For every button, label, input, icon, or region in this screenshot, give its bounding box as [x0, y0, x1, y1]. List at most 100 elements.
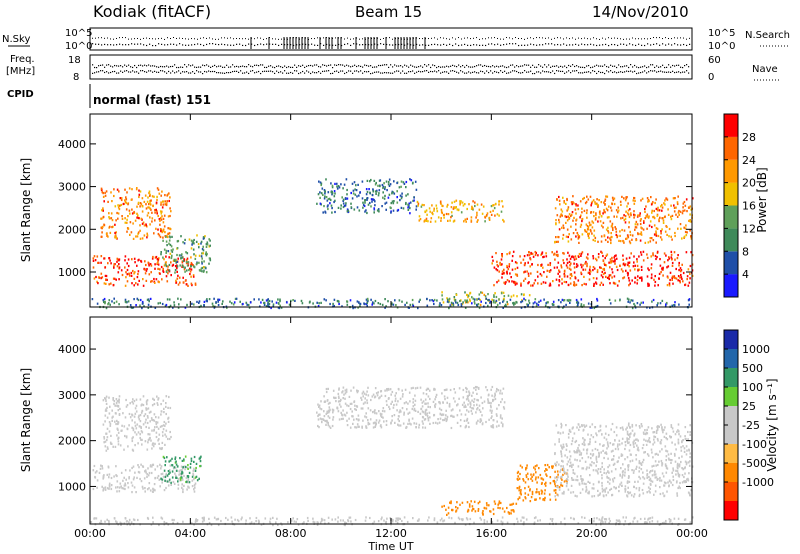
- range-cell: [193, 266, 196, 269]
- range-cell: [643, 220, 645, 223]
- range-cell: [627, 213, 630, 216]
- noise-search-point: [215, 38, 216, 40]
- noise-search-point: [470, 38, 471, 40]
- range-cell: [639, 214, 641, 217]
- range-cell: [104, 414, 107, 417]
- range-cell: [494, 502, 497, 505]
- range-cell: [145, 207, 148, 210]
- range-cell: [586, 265, 588, 268]
- freq-point: [368, 65, 370, 67]
- range-cell: [485, 386, 487, 389]
- freq-point: [620, 66, 622, 68]
- range-cell: [117, 217, 119, 220]
- noise-search-point: [335, 37, 336, 39]
- range-cell: [122, 412, 124, 415]
- noise-sky-point: [512, 43, 514, 45]
- range-cell: [149, 207, 151, 210]
- range-cell: [130, 481, 133, 484]
- range-cell: [139, 304, 141, 307]
- nave-point: [418, 70, 420, 72]
- range-cell: [374, 299, 377, 303]
- noise-search-point: [602, 37, 603, 39]
- nave-point: [656, 71, 658, 73]
- noise-sky-point: [413, 44, 415, 46]
- nave-point: [394, 71, 396, 73]
- range-cell: [176, 469, 178, 472]
- range-cell: [332, 409, 335, 412]
- range-cell: [94, 259, 97, 262]
- range-cell: [166, 200, 168, 203]
- range-cell: [600, 240, 603, 243]
- range-cell: [563, 280, 566, 283]
- noise-sky-point: [296, 44, 298, 46]
- range-cell: [494, 301, 497, 304]
- freq-point: [474, 65, 476, 68]
- nave-point: [566, 71, 568, 73]
- range-cell: [684, 230, 687, 234]
- nave-point: [672, 70, 674, 72]
- range-cell: [501, 417, 503, 420]
- range-cell: [413, 409, 415, 412]
- nave-point: [512, 70, 514, 72]
- range-cell: [472, 407, 475, 410]
- range-cell: [654, 490, 657, 493]
- range-cell: [536, 464, 538, 467]
- range-cell: [373, 198, 375, 202]
- range-cell: [481, 422, 484, 425]
- range-cell: [521, 300, 524, 303]
- range-cell: [596, 269, 599, 272]
- range-cell: [108, 212, 110, 215]
- noise-sky-point: [284, 44, 286, 46]
- range-cell: [502, 387, 505, 390]
- range-cell: [366, 197, 369, 200]
- range-cell: [338, 388, 340, 391]
- range-cell: [644, 210, 646, 213]
- range-cell: [480, 203, 483, 206]
- range-cell: [459, 409, 461, 412]
- noise-search-point: [572, 37, 573, 39]
- freq-point: [190, 65, 192, 67]
- range-cell: [652, 252, 654, 255]
- range-cell: [319, 196, 321, 199]
- nave-point: [592, 70, 594, 72]
- range-cell: [135, 398, 138, 401]
- range-cell: [189, 263, 192, 267]
- range-cell: [129, 212, 131, 215]
- range-cell: [516, 295, 518, 298]
- range-cell: [120, 471, 123, 474]
- range-cell: [679, 210, 682, 213]
- noise-sky-point: [200, 43, 202, 46]
- range-cell: [265, 299, 268, 302]
- range-cell: [583, 196, 585, 200]
- nave-point: [646, 72, 648, 74]
- range-cell: [108, 476, 110, 479]
- range-cell: [405, 401, 407, 404]
- range-cell: [450, 500, 452, 503]
- range-cell: [150, 410, 152, 413]
- range-cell: [586, 262, 588, 265]
- noise-sky-point: [494, 44, 496, 46]
- range-cell: [418, 426, 420, 429]
- range-cell: [172, 248, 174, 251]
- noise-search-point: [632, 37, 633, 39]
- range-cell: [487, 293, 489, 296]
- range-cell: [162, 200, 165, 203]
- range-cell: [242, 302, 244, 306]
- range-cell: [683, 200, 686, 204]
- range-cell: [376, 394, 379, 397]
- range-cell: [640, 251, 642, 254]
- freq-point: [304, 66, 306, 69]
- nave-point: [114, 70, 116, 73]
- range-cell: [664, 199, 666, 202]
- range-cell: [154, 442, 156, 445]
- range-cell: [567, 208, 569, 211]
- noise-search-point: [479, 38, 480, 40]
- range-cell: [634, 214, 636, 217]
- range-cell: [200, 455, 202, 458]
- range-cell: [608, 276, 610, 279]
- range-cell: [140, 259, 142, 263]
- range-cell: [164, 464, 166, 467]
- range-cell: [676, 470, 679, 473]
- nave-point: [490, 70, 492, 72]
- range-cell: [394, 299, 396, 302]
